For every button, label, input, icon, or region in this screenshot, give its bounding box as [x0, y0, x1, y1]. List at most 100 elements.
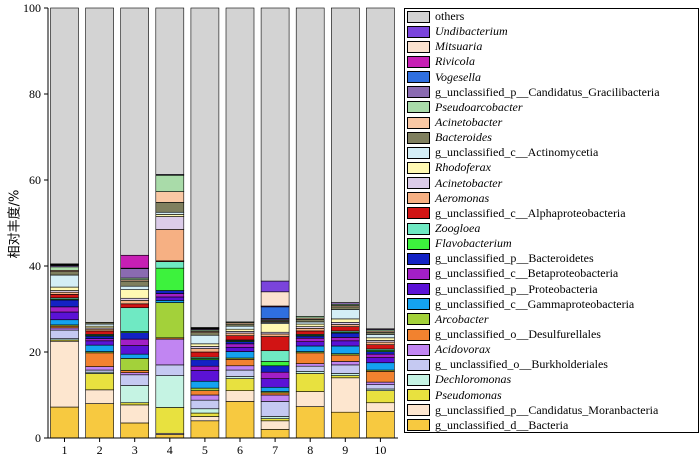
- legend-item: g_ unclassified_o__Burkholderiales: [405, 357, 698, 372]
- legend-swatch: [407, 55, 430, 68]
- bar-segment: [120, 404, 149, 424]
- bar-segment: [330, 332, 360, 338]
- bar-segment: [366, 402, 395, 412]
- bar-segment: [295, 321, 325, 325]
- bar-segment: [50, 291, 79, 295]
- bar-segment: [295, 330, 325, 335]
- bar-segment: [330, 364, 360, 374]
- bar-segment: [190, 343, 220, 347]
- legend-item: Flavobacterium: [405, 236, 698, 251]
- bar-segment: [330, 326, 360, 332]
- bar-segment: [190, 394, 220, 401]
- bar-segment: [120, 332, 149, 340]
- bar-segment: [295, 363, 325, 367]
- legend-label: Acinetobacter: [435, 115, 503, 130]
- bar-segment: [120, 358, 149, 371]
- bar-segment: [330, 7, 360, 303]
- legend-label: others: [435, 9, 465, 24]
- legend-swatch: [407, 192, 430, 205]
- legend-label: Flavobacterium: [435, 236, 512, 251]
- bar-segment: [190, 351, 220, 358]
- legend-label: g_unclassified_d__Bacteria: [435, 417, 569, 432]
- legend-item: others: [405, 9, 698, 24]
- legend-swatch: [407, 161, 430, 174]
- legend-label: g_unclassified_c__Gammaproteobacteria: [435, 296, 635, 311]
- legend-item: Acinetobacter: [405, 176, 698, 191]
- legend-swatch: [407, 298, 430, 311]
- bar-segment: [260, 306, 290, 319]
- bar-segment: [155, 407, 185, 434]
- y-tick-label: 60: [29, 173, 41, 187]
- bar-segment: [190, 332, 220, 336]
- bar-segment: [260, 280, 290, 293]
- bar-segment: [225, 390, 255, 402]
- bar-stack: [295, 7, 325, 439]
- legend-label: g_unclassified_p__Proteobacteria: [435, 281, 598, 296]
- legend-swatch: [407, 177, 430, 190]
- bar-segment: [120, 280, 149, 287]
- bar-segment: [120, 285, 149, 290]
- legend-swatch: [407, 252, 430, 265]
- bar-segment: [155, 202, 185, 213]
- bar-segment: [50, 286, 79, 291]
- bar-segment: [225, 328, 255, 332]
- bar-segment: [85, 340, 114, 346]
- bar-segment: [190, 390, 220, 396]
- legend-swatch: [407, 25, 430, 38]
- bar-segment: [225, 335, 255, 341]
- bar-segment: [366, 334, 395, 339]
- bar-segment: [190, 348, 220, 353]
- legend-label: Rivicola: [435, 54, 475, 69]
- legend-label: Pseudomonas: [435, 387, 502, 402]
- legend-swatch: [407, 313, 430, 326]
- bar-stack: [50, 7, 79, 439]
- bar-segment: [295, 323, 325, 327]
- x-tick-label: 4: [167, 443, 173, 457]
- bar-segment: [366, 371, 395, 383]
- bar-segment: [295, 7, 325, 317]
- bar-segment: [225, 346, 255, 352]
- bar-segment: [260, 333, 290, 337]
- bar-segment: [260, 336, 290, 352]
- bar-segment: [155, 267, 185, 291]
- bar-segment: [155, 216, 185, 230]
- x-tick-label: 2: [97, 443, 103, 457]
- bar-segment: [366, 7, 395, 330]
- bar-segment: [260, 323, 290, 333]
- bar-segment: [295, 406, 325, 439]
- legend-swatch: [407, 146, 430, 159]
- legend-label: g_unclassified_c__Alphaproteobacteria: [435, 205, 626, 220]
- bar-segment: [366, 344, 395, 350]
- bar-segment: [120, 7, 149, 256]
- x-tick-label: 8: [307, 443, 313, 457]
- bar-segment: [330, 318, 360, 323]
- legend-swatch: [407, 283, 430, 296]
- bar-segment: [155, 229, 185, 262]
- bar-segment: [120, 297, 149, 301]
- legend-label: g_unclassified_p__Bacteroidetes: [435, 251, 594, 266]
- bar-segment: [260, 7, 290, 282]
- legend-item: Acinetobacter: [405, 115, 698, 130]
- bar-segment: [85, 330, 114, 335]
- bar-segment: [190, 416, 220, 422]
- bar-segment: [295, 373, 325, 392]
- bar-segment: [225, 343, 255, 348]
- bar-segment: [330, 306, 360, 310]
- bar-segment: [260, 416, 290, 419]
- y-axis-label: 相对丰度/%: [7, 190, 23, 259]
- legend-swatch: [407, 86, 430, 99]
- bar-segment: [120, 254, 149, 269]
- bar-segment: [260, 401, 290, 417]
- legend-item: Pseudomonas: [405, 388, 698, 403]
- legend-item: Aeromonas: [405, 191, 698, 206]
- bar-segment: [295, 341, 325, 347]
- bar-segment: [366, 341, 395, 345]
- bar-segment: [190, 359, 220, 367]
- bar-stack: [225, 7, 255, 439]
- bar-segment: [120, 374, 149, 386]
- bar-segment: [330, 354, 360, 362]
- legend-item: Dechloromonas: [405, 372, 698, 387]
- bar-segment: [50, 319, 79, 326]
